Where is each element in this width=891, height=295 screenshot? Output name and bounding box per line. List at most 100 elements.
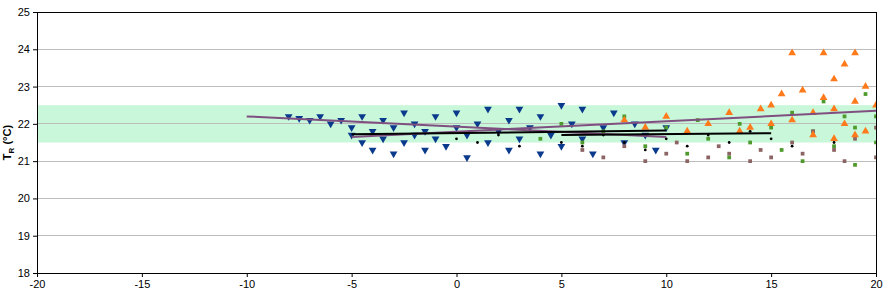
point [841, 60, 849, 67]
point [830, 104, 838, 111]
tick: 23 [18, 81, 37, 93]
point-series [620, 49, 876, 141]
point [379, 137, 387, 144]
point [843, 115, 847, 119]
point [759, 148, 763, 152]
tick: 18 [18, 267, 37, 279]
tick-label: -10 [239, 278, 255, 290]
tick: 19 [18, 230, 37, 242]
point [683, 127, 691, 134]
point [841, 119, 849, 126]
point [516, 137, 524, 144]
point [432, 137, 440, 144]
tick-mark [876, 273, 877, 277]
tick-label: -15 [134, 278, 150, 290]
point [643, 159, 647, 163]
point [851, 49, 859, 56]
point [809, 131, 817, 138]
tick: -10 [239, 273, 255, 290]
tick: 21 [18, 155, 37, 167]
tick-label: 25 [18, 6, 30, 18]
point [820, 93, 828, 100]
point [822, 100, 826, 104]
point [455, 137, 458, 140]
tick-label: -20 [30, 278, 46, 290]
grid-line [37, 198, 876, 199]
point [432, 114, 440, 121]
point [780, 148, 784, 152]
tick: 22 [18, 118, 37, 130]
point [558, 103, 566, 110]
point [558, 144, 566, 151]
point [476, 141, 479, 144]
tick-mark [33, 87, 37, 88]
point [610, 110, 618, 117]
tick-mark [37, 273, 38, 277]
point [757, 104, 765, 111]
point [505, 118, 513, 125]
tick: -5 [347, 273, 357, 290]
point [358, 140, 366, 147]
point [581, 145, 584, 148]
point [685, 159, 689, 163]
tick-mark [561, 273, 562, 277]
point [560, 141, 563, 144]
point [675, 141, 679, 145]
tick-mark [457, 273, 458, 277]
point [862, 127, 870, 134]
axis-line [37, 13, 38, 274]
tick-label: 5 [559, 278, 565, 290]
tick: 24 [18, 43, 37, 55]
point [664, 152, 668, 156]
point [704, 119, 712, 126]
point [453, 110, 461, 117]
point [505, 148, 513, 155]
point [400, 140, 408, 147]
tick-label: 20 [18, 192, 30, 204]
point [799, 86, 807, 93]
point [851, 97, 859, 104]
point [791, 145, 794, 148]
point [400, 110, 408, 117]
point [348, 125, 356, 132]
point [738, 122, 742, 126]
tick: 15 [766, 273, 778, 290]
point [769, 156, 773, 160]
point [686, 145, 689, 148]
tick-mark [33, 12, 37, 13]
point [622, 144, 626, 148]
point [770, 137, 773, 140]
chart: -20-15-10-5051015201819202122232425TR (°… [0, 0, 891, 295]
point [843, 159, 847, 163]
tick: 25 [18, 6, 37, 18]
tick: 5 [559, 273, 565, 290]
point [853, 137, 857, 141]
point [830, 134, 838, 141]
tick-mark [33, 161, 37, 162]
plot-frame [37, 12, 876, 273]
point [727, 156, 731, 160]
point [767, 101, 775, 108]
tick-label: 24 [18, 43, 30, 55]
y-axis: 18 19 20 21 22 23 24 25 [18, 6, 38, 279]
tick-label: 23 [18, 81, 30, 93]
tick-label: 15 [766, 278, 778, 290]
point [644, 149, 647, 152]
tick-mark [142, 273, 143, 277]
point [484, 140, 492, 147]
grid-line [37, 49, 876, 50]
point [778, 90, 786, 97]
point [578, 107, 586, 114]
point [518, 145, 521, 148]
point [601, 156, 605, 160]
tick-label: 18 [18, 267, 30, 279]
grid-line [37, 86, 876, 87]
point [725, 108, 733, 115]
point [790, 141, 794, 145]
point [769, 126, 773, 130]
point [547, 133, 555, 140]
tick: 20 [18, 192, 37, 204]
point [664, 126, 668, 130]
tick-label: 19 [18, 230, 30, 242]
point [717, 144, 721, 148]
